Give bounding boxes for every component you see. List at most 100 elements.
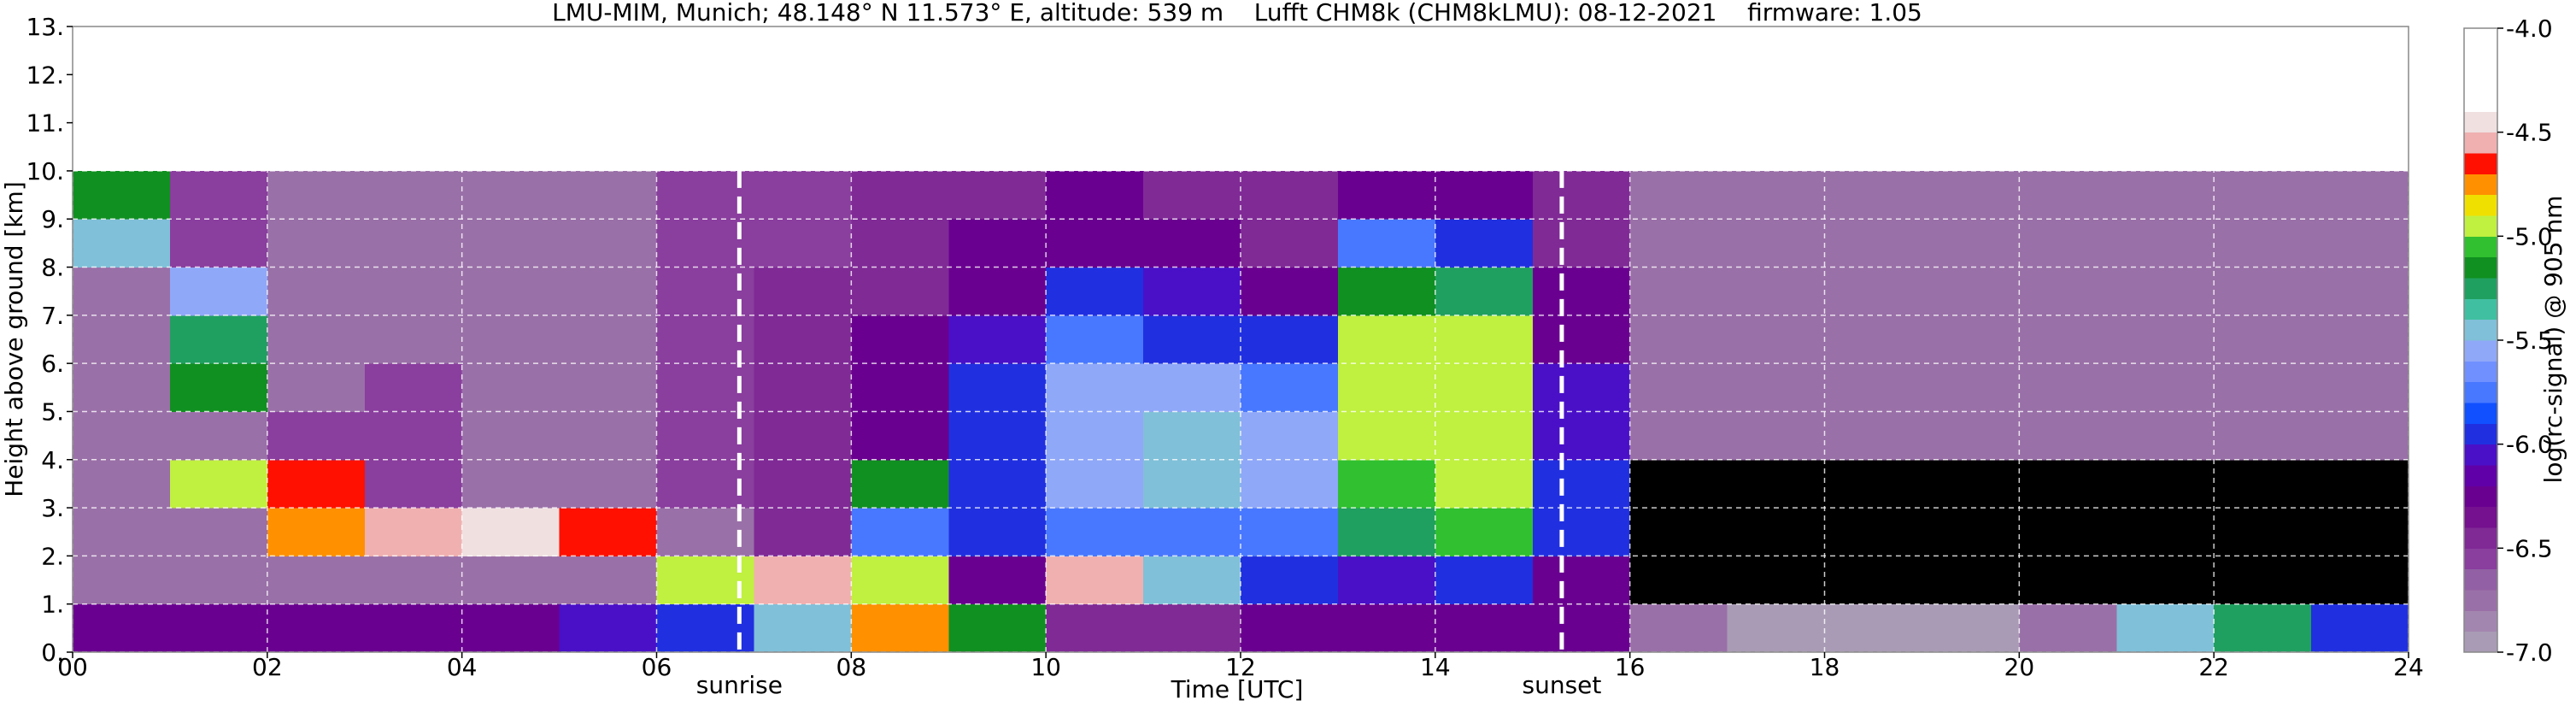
heatmap-cell (1046, 315, 1144, 364)
heatmap-cell (169, 267, 268, 316)
heatmap-cell (2116, 603, 2215, 653)
heatmap-cell (1727, 219, 1825, 268)
colorbar-swatch (2464, 69, 2497, 91)
heatmap-cell (754, 411, 852, 461)
heatmap-cell (1435, 603, 1534, 653)
heatmap-cell (2019, 170, 2117, 220)
heatmap-cell (364, 459, 463, 509)
heatmap-cell (461, 267, 560, 316)
heatmap-cell (1727, 508, 1825, 556)
heatmap-cell (1922, 411, 2020, 461)
heatmap-cell (1824, 363, 1922, 412)
heatmap-cell (1143, 363, 1241, 412)
heatmap-cell (73, 556, 171, 605)
heatmap-cell (1824, 508, 1922, 556)
heatmap-cell (267, 556, 366, 605)
colorbar-swatch (2464, 610, 2497, 632)
colorbar-swatch (2464, 111, 2497, 133)
colorbar-swatch (2464, 631, 2497, 653)
heatmap-cell (948, 363, 1047, 412)
heatmap-cell (1046, 556, 1144, 605)
heatmap-cell (1241, 603, 1339, 653)
heatmap-cell (948, 170, 1047, 220)
heatmap-cell (754, 459, 852, 509)
heatmap-cell (1337, 603, 1436, 653)
heatmap-cell (2019, 363, 2117, 412)
heatmap-cell (851, 459, 949, 509)
heatmap-cell (2214, 315, 2312, 364)
heatmap-cell (2311, 219, 2409, 268)
heatmap-cell (1337, 315, 1436, 364)
heatmap-cell (73, 315, 171, 364)
heatmap-cell (2214, 508, 2312, 556)
x-tick-label: 24 (2393, 653, 2424, 681)
heatmap-cell (1727, 363, 1825, 412)
heatmap-cell (754, 363, 852, 412)
y-tick-label: 1. (41, 591, 64, 619)
heatmap-cell (1922, 363, 2020, 412)
heatmap-cell (169, 459, 268, 509)
heatmap-cell (169, 219, 268, 268)
heatmap-cell (754, 170, 852, 220)
x-tick-label: 20 (2004, 653, 2035, 681)
heatmap-cell (2214, 603, 2312, 653)
heatmap-cell (1532, 411, 1631, 461)
colorbar-swatch (2464, 444, 2497, 466)
heatmap-cell (1046, 267, 1144, 316)
heatmap-cell (2311, 315, 2409, 364)
heatmap-cell (461, 459, 560, 509)
heatmap-cell (1241, 411, 1339, 461)
colorbar-swatch (2464, 298, 2497, 321)
colorbar-swatch (2464, 403, 2497, 424)
colorbar-swatch (2464, 91, 2497, 112)
heatmap-cell (2019, 556, 2117, 605)
heatmap-cell (169, 315, 268, 364)
colorbar-swatch (2464, 174, 2497, 196)
colorbar-tick-label: -5.5 (2506, 327, 2553, 355)
heatmap-cell (2311, 170, 2409, 220)
heatmap-cell (2116, 508, 2215, 556)
colorbar-swatch (2464, 506, 2497, 528)
heatmap-cell (364, 363, 463, 412)
heatmap-cell (559, 603, 657, 653)
heatmap-cell (754, 219, 852, 268)
y-tick-label: 10. (26, 157, 64, 185)
heatmap-cell (1727, 170, 1825, 220)
x-tick-label: 16 (1615, 653, 1646, 681)
x-tick-label: 12 (1225, 653, 1256, 681)
heatmap-cell (2311, 603, 2409, 653)
heatmap-cell (851, 508, 949, 556)
heatmap-cell (1922, 508, 2020, 556)
heatmap-cell (1629, 459, 1728, 509)
heatmap-cell (754, 267, 852, 316)
heatmap-cell (364, 170, 463, 220)
heatmap-cell (73, 267, 171, 316)
heatmap-cell (559, 556, 657, 605)
heatmap-cell (267, 170, 366, 220)
heatmap-cell (2116, 459, 2215, 509)
y-tick-label: 11. (26, 109, 64, 138)
heatmap-cell (267, 603, 366, 653)
colorbar-label: log(rc-signal) @ 905 nm (2539, 196, 2567, 484)
heatmap-cell (73, 411, 171, 461)
heatmap-cell (1435, 411, 1534, 461)
colorbar-swatch (2464, 381, 2497, 403)
heatmap-cell (1241, 315, 1339, 364)
heatmap-cell (948, 508, 1047, 556)
heatmap-cell (1435, 170, 1534, 220)
heatmap-cell (169, 556, 268, 605)
heatmap-cell (2214, 363, 2312, 412)
heatmap-cell (1824, 459, 1922, 509)
heatmap-cell (1435, 459, 1534, 509)
colorbar-swatch (2464, 278, 2497, 299)
heatmap-cell (1532, 315, 1631, 364)
heatmap-cell (461, 170, 560, 220)
heatmap-cell (1824, 267, 1922, 316)
heatmap-cell (73, 459, 171, 509)
heatmap-cell (2311, 508, 2409, 556)
heatmap-cell (1143, 315, 1241, 364)
x-tick-label: 22 (2198, 653, 2229, 681)
x-tick-label: 02 (252, 653, 283, 681)
heatmap-cell (73, 170, 171, 220)
colorbar-swatch (2464, 28, 2497, 50)
